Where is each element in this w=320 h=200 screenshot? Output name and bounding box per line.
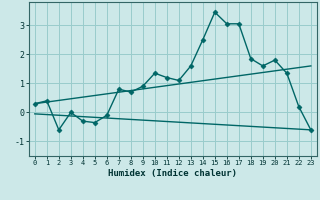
X-axis label: Humidex (Indice chaleur): Humidex (Indice chaleur) <box>108 169 237 178</box>
